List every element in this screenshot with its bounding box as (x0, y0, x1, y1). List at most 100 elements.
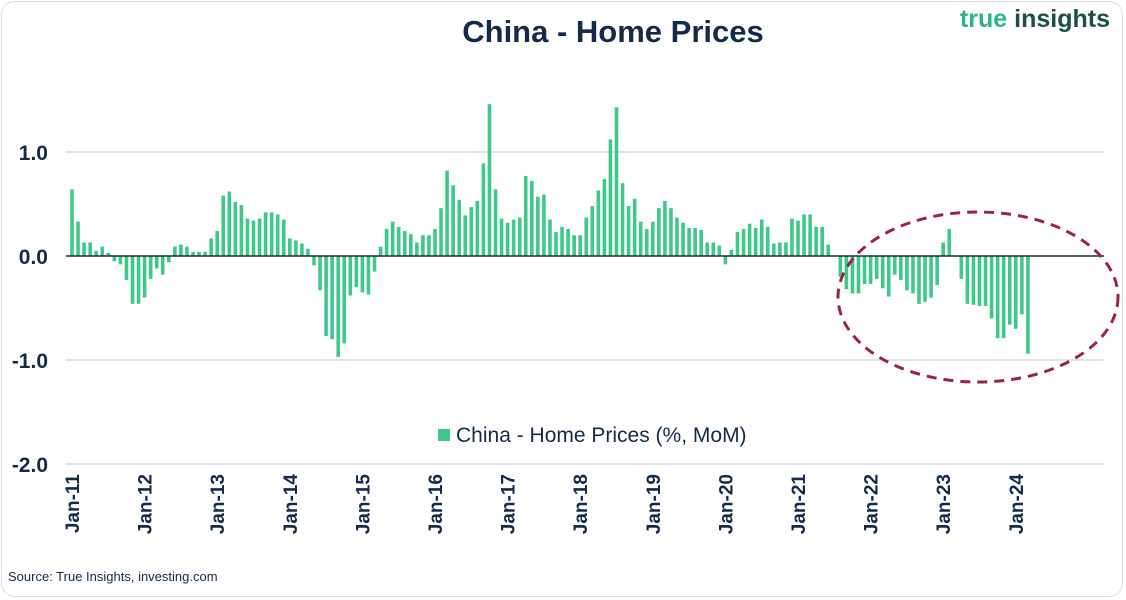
bar (638, 221, 643, 256)
y-tick-label: -1.0 (12, 350, 48, 373)
bar (390, 221, 395, 256)
bar (439, 208, 443, 256)
bar (493, 189, 498, 256)
bar (578, 235, 582, 256)
bars (70, 104, 1030, 357)
bar (971, 256, 976, 305)
bar (705, 242, 710, 256)
bar (784, 242, 788, 256)
bar (530, 181, 534, 256)
bar (209, 238, 213, 256)
bar (257, 218, 262, 256)
bar (402, 231, 407, 256)
bar (995, 256, 1000, 339)
source-note: Source: True Insights, investing.com (8, 569, 218, 584)
x-tick-label: Jan-13 (208, 474, 229, 534)
bar (584, 217, 589, 256)
bar (191, 251, 195, 256)
bar (360, 256, 365, 293)
bar (687, 227, 691, 256)
bar (542, 194, 546, 256)
x-tick-label: Jan-15 (353, 474, 374, 535)
x-tick-label: Jan-22 (862, 474, 883, 534)
bar (94, 250, 98, 256)
bar (451, 185, 455, 256)
x-tick-label: Jan-19 (644, 474, 665, 534)
bar (735, 232, 740, 256)
bar (197, 251, 201, 256)
bar (300, 243, 304, 256)
bar (445, 170, 449, 256)
bar (427, 235, 431, 256)
bar (354, 256, 359, 288)
chart-title: China - Home Prices (462, 14, 763, 49)
bar (596, 190, 601, 256)
bar (281, 219, 286, 256)
bar (602, 179, 607, 256)
bar (886, 256, 891, 297)
bar (566, 228, 570, 256)
bar (517, 217, 522, 256)
bar (409, 234, 413, 256)
bar (136, 256, 141, 304)
bar (487, 104, 492, 256)
bar (929, 256, 933, 298)
legend: China - Home Prices (%, MoM) (438, 424, 747, 447)
bar (874, 256, 879, 279)
gridlines (66, 151, 1104, 465)
bar (802, 214, 806, 256)
bar (215, 231, 219, 256)
bar (977, 256, 982, 306)
bar (693, 227, 697, 256)
bar (384, 228, 389, 256)
bar (778, 242, 782, 256)
bar (263, 212, 268, 256)
x-tick-label: Jan-20 (716, 474, 737, 534)
y-tick-label: -2.0 (12, 454, 48, 477)
bar (203, 251, 207, 256)
y-tick-label: 0.0 (19, 246, 48, 269)
bar (723, 256, 728, 265)
bar (251, 220, 256, 256)
bar (590, 206, 595, 256)
bar (433, 228, 437, 256)
bar (868, 256, 873, 285)
bar (415, 242, 419, 256)
logo: true insights (960, 5, 1110, 33)
x-tick-label: Jan-14 (281, 474, 302, 535)
bar (118, 256, 123, 265)
bar (160, 256, 165, 275)
bar (511, 219, 516, 256)
bar (548, 219, 552, 256)
bar (772, 243, 776, 256)
bar (185, 246, 189, 256)
bar (711, 242, 716, 256)
bar (814, 226, 818, 256)
bar (856, 256, 861, 294)
bar (130, 256, 135, 304)
x-tick-label: Jan-21 (789, 474, 810, 535)
bar (221, 195, 226, 256)
bar (838, 256, 843, 277)
logo-part-insights: insights (1014, 5, 1110, 33)
bar (1001, 256, 1006, 339)
bar (917, 256, 921, 304)
bar (923, 256, 927, 302)
bar (124, 256, 129, 280)
bar (741, 228, 746, 256)
bar (880, 256, 885, 289)
bar (989, 256, 994, 319)
bar (959, 256, 964, 279)
legend-swatch (438, 429, 450, 441)
bar (747, 223, 752, 256)
bar (765, 226, 770, 256)
bar (554, 232, 558, 256)
bar (294, 240, 298, 256)
bar (233, 201, 238, 256)
x-tick-label: Jan-12 (136, 474, 157, 534)
bar (1020, 256, 1024, 315)
bar (457, 199, 461, 256)
bar (88, 242, 92, 256)
bar (245, 218, 250, 256)
